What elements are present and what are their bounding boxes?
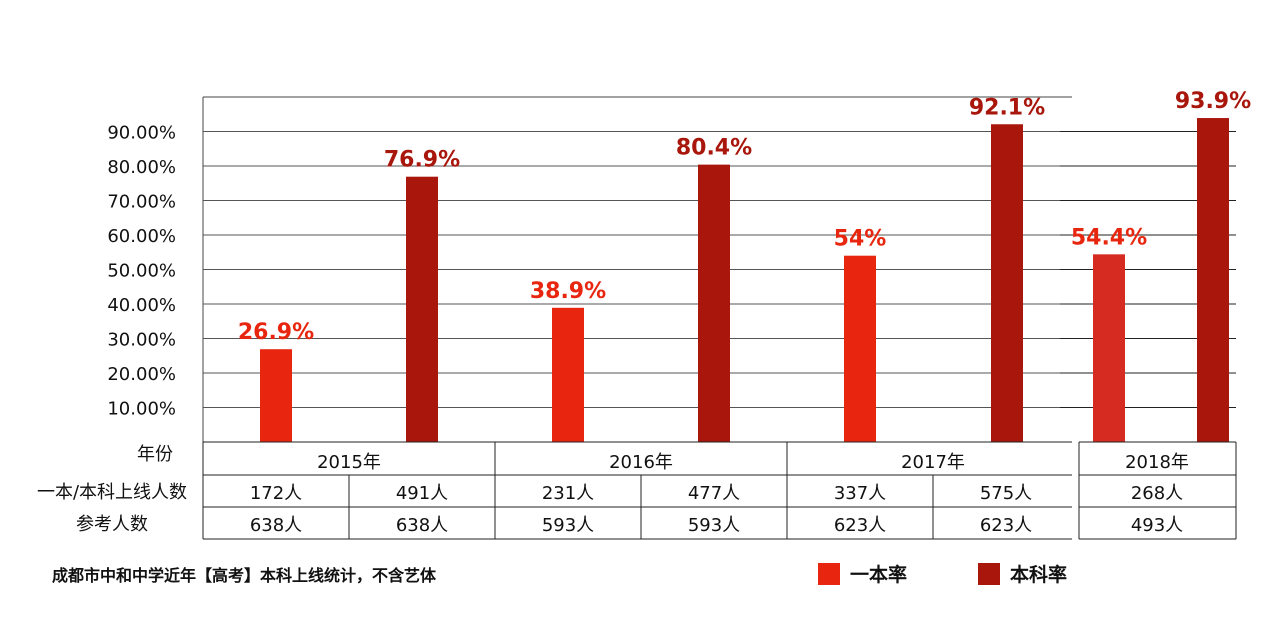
table-total-cell: 638人 (250, 515, 302, 536)
table-row-header: 年份 (137, 444, 173, 465)
table-row-header: 参考人数 (76, 514, 148, 535)
y-axis-ticks: 10.00% 20.00% 30.00% 40.00% 50.00% 60.00% 70.0… (107, 123, 176, 420)
data-labels: 26.9% 76.9% 38.9% 80.4% 54% 92.1% 54.4% 93.9% (238, 89, 1251, 345)
table-total-cell: 493人 (1131, 515, 1183, 536)
bars (260, 118, 1229, 443)
legend-swatch (978, 562, 1000, 585)
bar-benke (406, 176, 438, 442)
y-tick-label: 30.00% (107, 330, 176, 351)
table-online-cell: 231人 (542, 483, 594, 504)
bar-yiben (552, 307, 584, 442)
data-label: 92.1% (969, 95, 1045, 120)
y-tick-label: 50.00% (107, 261, 176, 282)
bar-yiben (260, 349, 292, 442)
data-label: 76.9% (384, 148, 460, 173)
table-total-cell: 638人 (396, 515, 448, 536)
data-label: 26.9% (238, 320, 314, 345)
table-year-cell: 2018年 (1125, 452, 1189, 473)
table-online-cell: 477人 (688, 483, 740, 504)
data-label: 38.9% (530, 279, 606, 304)
legend-item-series2: 本科率 (978, 560, 1067, 587)
chart-caption: 成都市中和中学近年【高考】本科上线统计，不含艺体 (52, 566, 437, 585)
table-total-cell: 593人 (688, 515, 740, 536)
legend-item-series1: 一本率 (818, 560, 907, 587)
table-online-cell: 172人 (250, 483, 302, 504)
data-label: 80.4% (676, 136, 752, 161)
table-row-header: 一本/本科上线人数 (37, 482, 187, 503)
bar-yiben (1093, 254, 1125, 442)
bar-yiben (844, 255, 876, 442)
y-tick-label: 60.00% (107, 226, 176, 247)
table-online-cell: 337人 (834, 483, 886, 504)
data-label: 54.4% (1071, 225, 1147, 250)
y-tick-label: 70.00% (107, 192, 176, 213)
table-total-cell: 623人 (980, 515, 1032, 536)
table-online-cell: 491人 (396, 483, 448, 504)
table-online-cell: 268人 (1131, 483, 1183, 504)
legend-swatch (818, 562, 840, 585)
table-total-cell: 623人 (834, 515, 886, 536)
table-online-cell: 575人 (980, 483, 1032, 504)
y-tick-label: 90.00% (107, 123, 176, 144)
data-label: 93.9% (1175, 89, 1251, 114)
table-year-cell: 2017年 (901, 452, 965, 473)
legend-label: 一本率 (850, 564, 908, 586)
y-tick-label: 10.00% (107, 399, 176, 420)
bar-benke (991, 124, 1023, 442)
table-year-cell: 2015年 (317, 452, 381, 473)
legend-label: 本科率 (1010, 564, 1068, 586)
y-tick-label: 40.00% (107, 295, 176, 316)
bar-benke (698, 164, 730, 442)
table-total-cell: 593人 (542, 515, 594, 536)
bar-benke (1197, 118, 1229, 443)
y-tick-label: 20.00% (107, 364, 176, 385)
y-tick-label: 80.00% (107, 157, 176, 178)
data-label: 54% (834, 227, 887, 252)
table-year-cell: 2016年 (609, 452, 673, 473)
